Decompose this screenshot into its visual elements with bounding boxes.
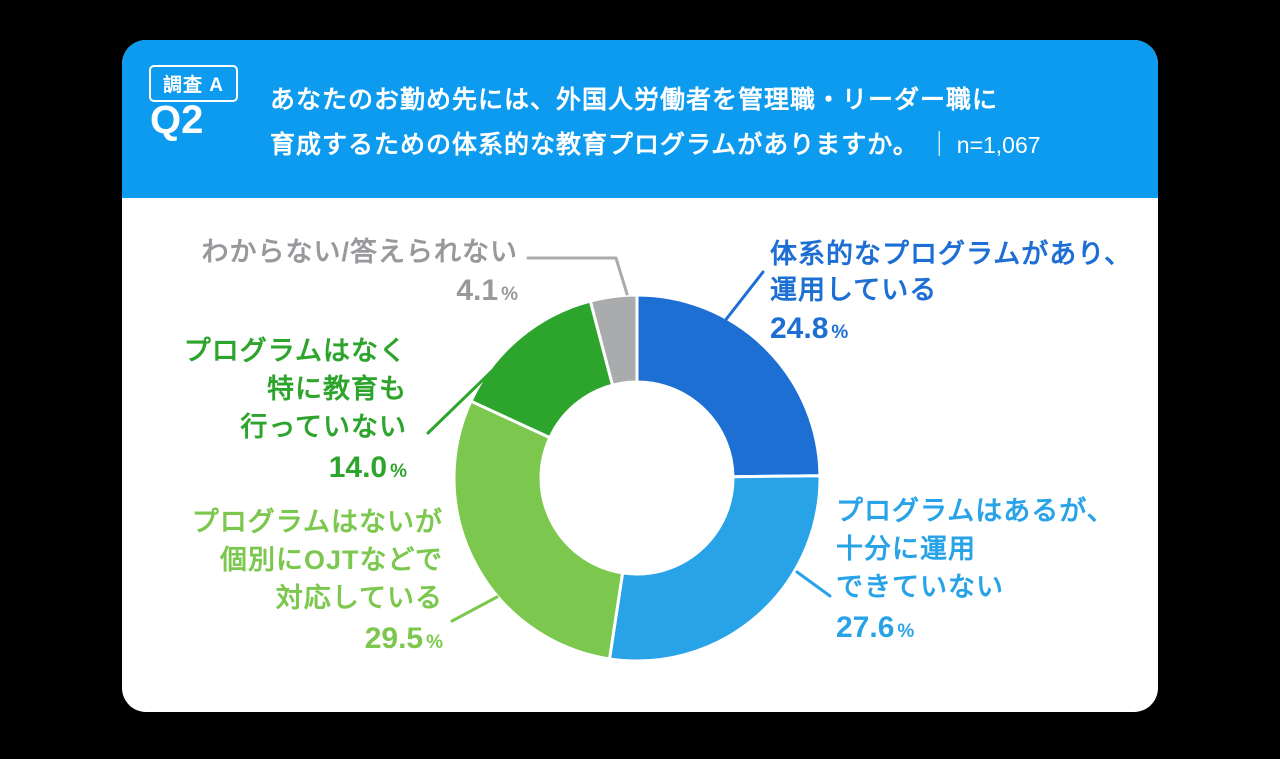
label-line: 運用している	[770, 275, 938, 305]
label-line: わからない/答えられない	[201, 237, 518, 267]
segment-label-no-program-no-training: プログラムはなく 特に教育も 行っていない 14.0%	[184, 332, 407, 491]
donut-segment-dont-know	[588, 293, 639, 387]
segment-label-program-operated: 体系的なプログラムがあり、 運用している 24.8%	[770, 236, 1132, 351]
question-line-2-text: 育成するための体系的な教育プログラムがありますか。	[270, 131, 919, 159]
label-line: 十分に運用	[836, 534, 976, 564]
question-line-1: あなたのお勤め先には、外国人労働者を管理職・リーダー職に	[270, 86, 999, 114]
label-line: 体系的なプログラムがあり、	[770, 239, 1133, 269]
segment-value: 14.0%	[328, 451, 407, 484]
label-line: できていない	[836, 572, 1004, 602]
survey-badge: 調査 A	[149, 65, 239, 102]
label-line: 特に教育も	[267, 374, 407, 404]
label-line: プログラムはないが	[191, 507, 443, 537]
segment-value: 4.1%	[456, 274, 518, 307]
segment-value: 29.5%	[364, 622, 443, 655]
segment-value: 24.8%	[770, 312, 849, 345]
label-line: 対応している	[275, 583, 443, 613]
label-line: プログラムはなく	[183, 336, 407, 366]
segment-value: 27.6%	[836, 611, 915, 644]
donut-segment-no-program-ojt	[452, 399, 625, 661]
sample-size: n=1,067	[956, 132, 1041, 158]
question-text: あなたのお勤め先には、外国人労働者を管理職・リーダー職に 育成するための体系的な…	[270, 78, 1041, 168]
label-line: 個別にOJTなどで	[220, 545, 443, 575]
donut-chart	[452, 293, 822, 663]
donut-segment-program-operated	[635, 293, 822, 479]
segment-label-no-program-ojt: プログラムはないが 個別にOJTなどで 対応している 29.5%	[192, 503, 443, 662]
question-line-2: 育成するための体系的な教育プログラムがありますか。｜ n=1,067	[270, 123, 1041, 168]
segment-label-program-not-fully-operated: プログラムはあるが、 十分に運用 できていない 27.6%	[836, 492, 1115, 651]
question-number: Q2	[150, 98, 204, 142]
question-separator: ｜	[926, 131, 953, 159]
segment-label-dont-know: わからない/答えられない 4.1%	[201, 234, 518, 313]
donut-segment-program-not-fully-operated	[608, 474, 822, 663]
label-line: 行っていない	[240, 412, 407, 442]
label-line: プログラムはあるが、	[836, 496, 1115, 526]
infographic-card: 調査 A Q2 あなたのお勤め先には、外国人労働者を管理職・リーダー職に 育成す…	[122, 40, 1158, 712]
question-header: 調査 A Q2 あなたのお勤め先には、外国人労働者を管理職・リーダー職に 育成す…	[122, 40, 1158, 198]
